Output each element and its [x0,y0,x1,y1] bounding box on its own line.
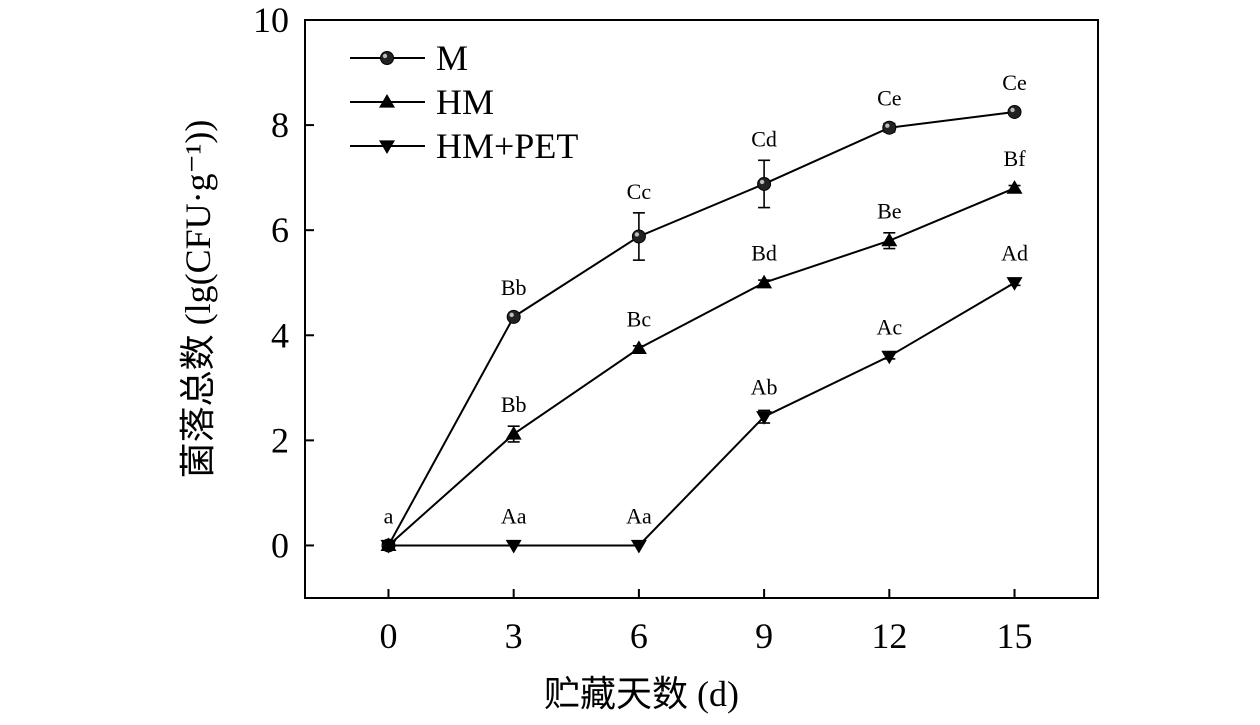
data-label: Bd [751,241,777,266]
y-tick-label: 2 [271,420,289,460]
data-label: Ce [877,86,901,111]
data-point [630,539,647,554]
data-point-highlight [759,179,765,185]
data-point [505,426,522,440]
data-label: Aa [626,503,652,528]
data-point [756,411,773,425]
y-tick-label: 8 [271,105,289,145]
data-label: Bb [501,275,527,300]
data-point-highlight [509,312,514,318]
data-point [881,350,898,365]
data-label: Bf [1004,146,1027,171]
x-axis-label: 贮藏天数 (d) [544,674,739,714]
legend-label: M [436,38,468,78]
data-point [882,120,897,135]
data-point-highlight [885,123,890,128]
series-1: a Bb Cc Cd Ce Ce [381,70,1027,553]
series-line [387,187,1015,547]
data-point [1006,180,1023,194]
series-2: Bb Bc Bd Be Bf [380,146,1027,552]
x-tick-label: 12 [871,616,907,656]
data-point [1006,277,1023,291]
data-label: a [384,503,394,528]
data-point-highlight [634,232,640,237]
legend-item: HM [350,82,494,122]
data-point [380,539,397,554]
legend-label: HM+PET [436,126,578,166]
legend-marker [379,140,395,154]
data-label: Ad [1001,241,1028,266]
legend-marker-highlight [382,53,388,59]
data-point-body [506,309,521,324]
legend-marker [379,94,395,108]
legend-label: HM [436,82,494,122]
data-label: Ce [1002,70,1026,95]
data-point [757,176,772,191]
data-label: Aa [501,503,527,528]
data-point-body [757,176,772,191]
data-point-body [631,229,646,244]
data-label: Be [877,199,901,224]
data-label: Ac [876,314,902,339]
x-tick-label: 15 [997,616,1033,656]
data-point-highlight [1010,107,1015,113]
data-point-body [882,120,897,135]
data-point [631,229,646,244]
series-3: Aa Aa Ab Ac Ad [380,241,1028,554]
x-tick-label: 0 [379,616,397,656]
data-point [1007,104,1022,119]
x-tick-label: 9 [755,616,773,656]
x-tick-label: 3 [505,616,523,656]
data-point [756,274,773,289]
data-label: Bc [627,306,652,331]
series-line [388,281,1016,547]
data-point-body [1007,104,1022,119]
legend-item: HM+PET [350,126,578,166]
y-tick-label: 4 [271,315,289,355]
legend-marker [380,51,394,65]
data-label: Cc [627,179,652,204]
y-axis-label: 菌落总数 (lg(CFU·g⁻¹)) [178,120,218,479]
legend-item: M [350,38,468,78]
data-label: Cd [751,126,777,151]
data-point [881,232,898,247]
y-tick-label: 6 [271,210,289,250]
plot-frame [304,19,1099,599]
legend-marker-body [380,51,394,65]
data-label: Bb [501,392,527,417]
x-tick-label: 6 [630,616,648,656]
y-tick-label: 10 [253,0,289,40]
y-tick-label: 0 [271,525,289,565]
data-point [506,309,521,324]
data-point [505,539,522,554]
data-label: Ab [751,375,778,400]
series-line [387,110,1015,546]
data-point [630,340,647,355]
